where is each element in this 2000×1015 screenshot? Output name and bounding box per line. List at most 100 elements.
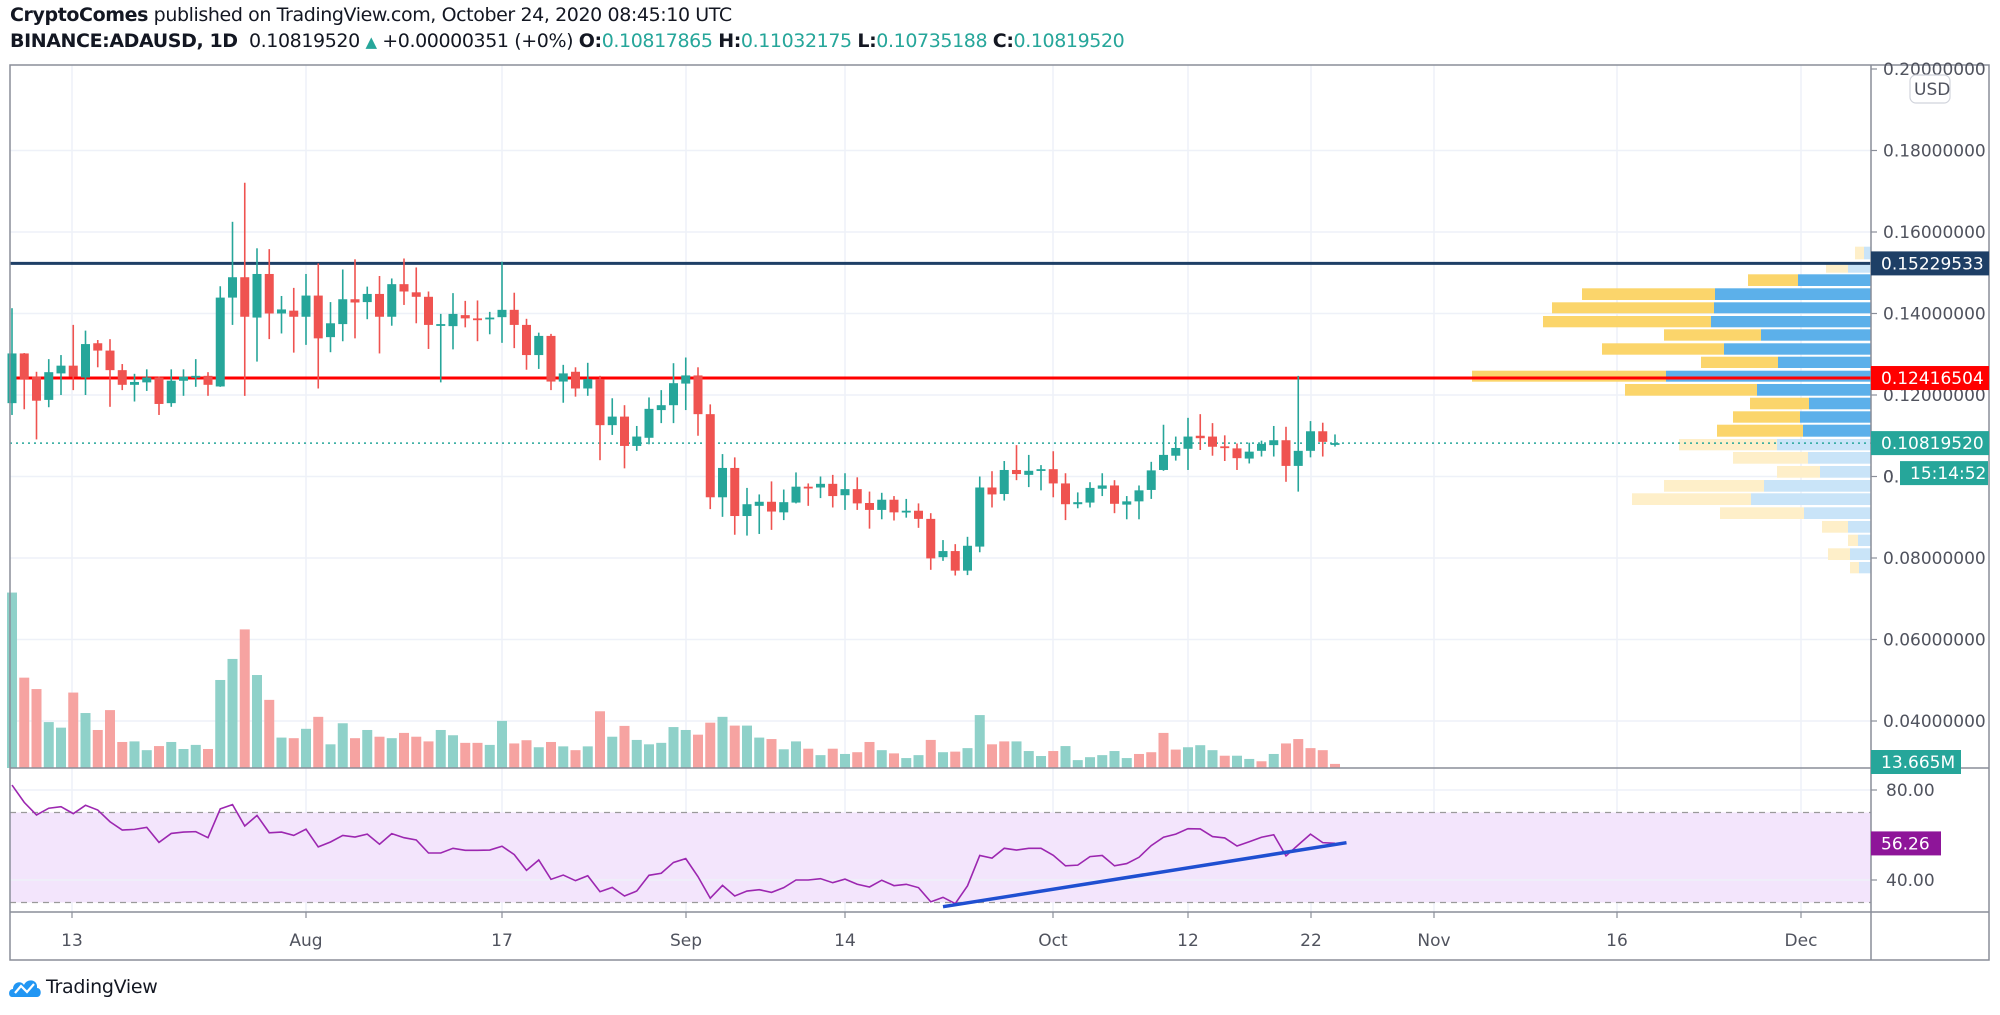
candle-body — [999, 469, 1009, 495]
candle-body — [81, 344, 90, 378]
volume-bar — [778, 749, 789, 768]
candle-body — [950, 551, 960, 571]
vp-down-bar — [1625, 384, 1757, 396]
volume-bar — [460, 742, 471, 768]
vp-up-bar — [1850, 548, 1871, 560]
candle-body — [1048, 469, 1058, 484]
candle-body — [1208, 436, 1217, 447]
volume-bar — [264, 699, 275, 768]
candle-body — [583, 379, 593, 389]
candle-body — [44, 372, 54, 400]
volume-bar — [31, 689, 42, 768]
candle-body — [754, 501, 764, 506]
candle-body — [32, 376, 41, 401]
volume-bar — [68, 692, 79, 768]
horizontal-lines[interactable] — [10, 261, 1871, 444]
candle-body — [730, 467, 740, 517]
volume-bar — [619, 725, 630, 768]
vp-up-bar — [1848, 264, 1871, 273]
vp-up-bar — [1803, 424, 1871, 437]
candle-body — [987, 487, 997, 495]
volume-bar — [190, 744, 201, 768]
time-axis[interactable]: 13 Aug 17 Sep 14 Oct 12 22 Nov 16 Dec — [61, 912, 1817, 951]
volume-bar — [644, 744, 654, 768]
high-label: H: — [718, 30, 741, 52]
volume-bar — [1305, 748, 1316, 768]
candle-body — [7, 353, 17, 404]
candle-body — [1183, 436, 1193, 449]
volume-bar — [570, 750, 581, 768]
volume-bar — [301, 728, 311, 768]
volume-bar — [435, 729, 446, 768]
author-name[interactable]: CryptoComes — [10, 4, 149, 26]
candle-body — [963, 545, 972, 571]
currency-badge[interactable] — [1909, 74, 1951, 104]
volume-bar — [668, 727, 679, 768]
volume-bar — [1293, 739, 1304, 768]
vp-up-bar — [1800, 411, 1871, 423]
volume-bar — [925, 739, 936, 768]
volume-bar — [178, 748, 189, 768]
candle-body — [620, 416, 629, 446]
volume-bar — [105, 710, 115, 768]
vp-up-bar — [1864, 246, 1871, 260]
vp-down-bar — [1552, 302, 1714, 314]
resistance-price-tag — [1871, 251, 1989, 276]
volume-bar — [1207, 750, 1218, 768]
volume-bar — [374, 736, 385, 768]
candle-body — [840, 489, 850, 496]
rsi-band — [10, 812, 1871, 903]
vp-up-bar — [1711, 316, 1871, 328]
vp-down-bar — [1664, 329, 1761, 341]
volume-tag — [1871, 750, 1961, 774]
volume-bar — [1256, 761, 1267, 768]
candle-body — [301, 295, 311, 317]
volume-bar — [1109, 751, 1120, 768]
candle-body — [816, 483, 825, 488]
volume-tag-text: 13.665M — [1881, 753, 1955, 773]
volume-bar — [19, 677, 30, 768]
volume-bar — [56, 727, 66, 768]
volume-bar — [154, 746, 164, 768]
volume-bar — [595, 711, 605, 768]
candle-body — [705, 414, 715, 498]
vp-down-bar — [1822, 521, 1848, 533]
vp-up-bar — [1724, 343, 1871, 355]
candle-body — [509, 309, 519, 325]
vp-up-bar — [1757, 384, 1871, 396]
volume-bar — [950, 751, 961, 768]
volume-bar — [1060, 746, 1071, 768]
rsi-trendline[interactable] — [942, 840, 1347, 909]
volume-bar — [717, 716, 728, 768]
chart-frame — [9, 64, 1990, 961]
candle-body — [656, 405, 666, 411]
high-value: 0.11032175 — [740, 30, 852, 52]
volume-bar — [521, 740, 532, 768]
vp-up-bar — [1798, 274, 1871, 286]
candle-body — [889, 499, 899, 513]
candle-body — [240, 277, 250, 317]
candle-body — [460, 315, 470, 319]
candle-body — [571, 371, 580, 389]
candle-body — [93, 343, 103, 351]
volume-bar — [876, 750, 887, 768]
volume-bar — [1281, 743, 1291, 768]
candle-body — [877, 499, 887, 510]
volume-bar — [1330, 763, 1340, 768]
candle-body — [448, 313, 458, 327]
time-tick-label: 14 — [834, 931, 856, 951]
candle-body — [264, 273, 274, 314]
time-tick-label: Nov — [1417, 931, 1450, 951]
tradingview-logo[interactable]: TradingView — [8, 976, 158, 998]
vp-down-bar — [1848, 534, 1858, 546]
volume-bar — [1195, 745, 1206, 768]
volume-bar — [80, 713, 91, 768]
volume-bar — [901, 758, 912, 768]
candle-body — [546, 335, 556, 382]
vp-up-bar — [1666, 370, 1871, 382]
volume-profile — [1472, 246, 1871, 574]
candle-body — [828, 483, 838, 497]
candle-body — [595, 379, 605, 426]
candle-body — [117, 370, 127, 385]
